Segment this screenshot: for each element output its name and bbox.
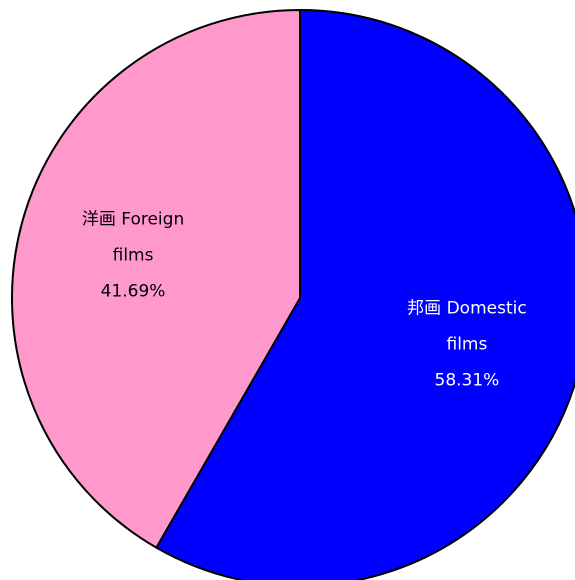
slice-label-line: 洋画 Foreign [82,209,184,229]
pie-slice [11,8,301,549]
slice-label-line: films [447,335,488,355]
slice-label-line: 邦画 Domestic [407,299,527,319]
slice-label-line: films [113,245,154,265]
slice-value-label: 58.31% [435,371,500,391]
slice-label: 邦画 Domestic films [407,299,527,355]
slice-value-label: 41.69% [101,281,166,301]
slice-label: 洋画 Foreign films [82,209,184,265]
pie-slice [154,8,575,580]
